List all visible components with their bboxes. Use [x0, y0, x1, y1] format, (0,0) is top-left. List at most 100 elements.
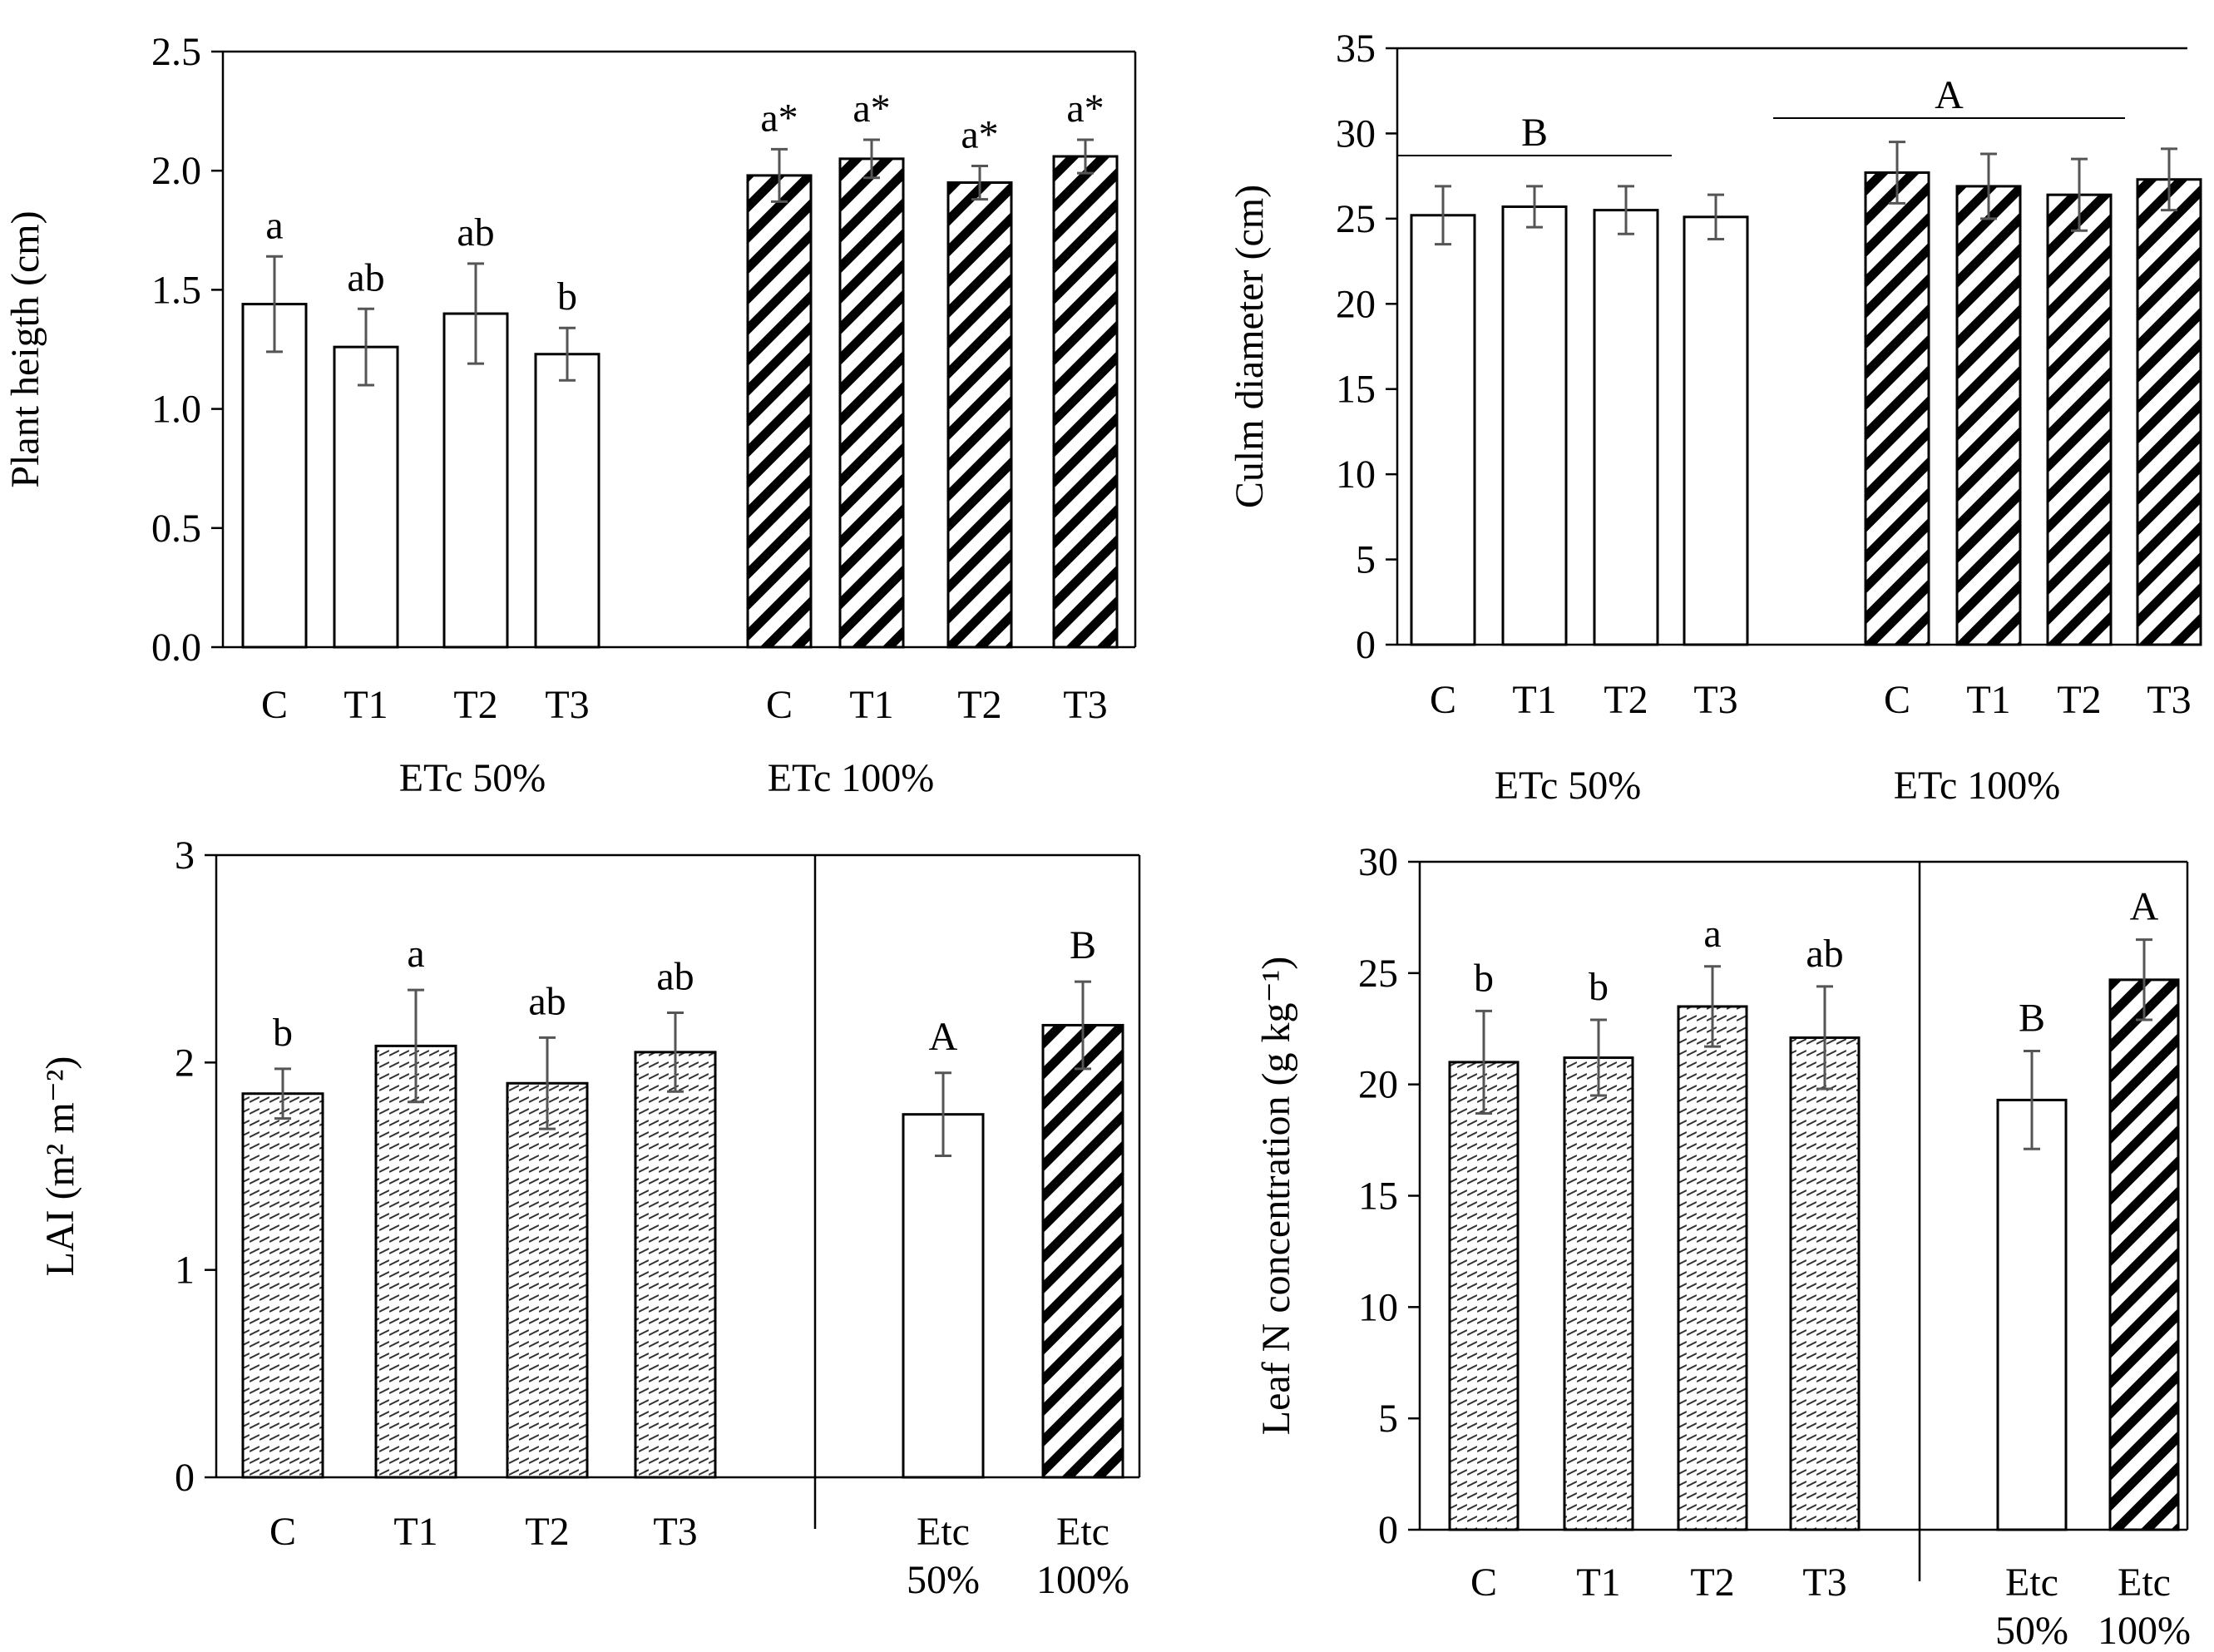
error-bar	[358, 307, 374, 387]
x-category-label: T3	[545, 683, 589, 727]
error-bar	[863, 138, 880, 180]
x-category-label: T3	[1693, 678, 1737, 722]
y-tick-label: 2.0	[151, 149, 201, 193]
x-category-label: Etc 100%	[1036, 1510, 1129, 1602]
error-bar	[935, 1071, 951, 1158]
bar	[1041, 1023, 1124, 1479]
significance-letter: b	[273, 1011, 293, 1055]
y-tick-label: 35	[1336, 27, 1376, 71]
error-bar	[539, 1036, 556, 1130]
bar	[2136, 178, 2202, 646]
y-tick-label: 10	[1336, 453, 1376, 497]
group-bracket-letter: A	[1935, 73, 1964, 117]
y-tick-label: 2	[175, 1041, 195, 1085]
error-bar	[2024, 1050, 2040, 1150]
y-tick-label: 3	[175, 833, 195, 878]
x-category-label: C	[269, 1510, 296, 1554]
y-tick-label: 1.0	[151, 388, 201, 432]
bar	[1789, 1036, 1861, 1531]
significance-letter: b	[1589, 965, 1609, 1009]
significance-letter: ab	[656, 954, 694, 998]
y-tick-label: 25	[1336, 197, 1376, 241]
significance-letter: B	[1070, 923, 1096, 967]
chart-panel-2: 0 5 10 15 20 25 30 35 Culm diameter (cm) C T1 T2 T3 C…	[1228, 27, 2202, 808]
bar	[1448, 1061, 1520, 1531]
y-tick-label: 20	[1336, 282, 1376, 326]
significance-letter: B	[2019, 997, 2045, 1041]
x-category-label: T1	[343, 683, 388, 727]
bar	[902, 1113, 985, 1479]
x-category-label: T2	[957, 683, 1001, 727]
x-category-label: T2	[1690, 1560, 1734, 1605]
chart-panel-3: 0 1 2 3 LAI (m² m⁻²) b Ca T1 ab T2 ab T3 A Etc 50% B Etc…	[38, 833, 1141, 1602]
error-bar	[1889, 141, 1905, 205]
bar	[506, 1081, 589, 1479]
bar	[333, 345, 399, 649]
x-category-label: T3	[1063, 683, 1107, 727]
y-tick-label: 10	[1358, 1285, 1398, 1329]
x-category-label: Etc 50%	[907, 1510, 980, 1602]
x-category-label: T1	[1966, 678, 2010, 722]
bar	[1052, 155, 1119, 649]
error-bar	[274, 1067, 291, 1120]
y-tick-label: 1.5	[151, 268, 201, 312]
x-category-label: T2	[453, 683, 497, 727]
error-bar	[1816, 985, 1833, 1091]
x-category-label: T1	[1512, 678, 1556, 722]
y-tick-label: 5	[1378, 1397, 1398, 1441]
significance-letter: a	[1703, 912, 1721, 956]
error-bar	[1704, 965, 1721, 1048]
error-bar	[1980, 152, 1997, 220]
significance-letter: a	[265, 203, 283, 247]
x-category-label: T1	[1576, 1560, 1620, 1605]
y-tick-label: 5	[1356, 538, 1376, 582]
y-axis-label: LAI (m² m⁻²)	[38, 1056, 82, 1277]
y-tick-label: 15	[1336, 368, 1376, 412]
significance-letter: a*	[760, 96, 798, 140]
x-category-label: T2	[1604, 678, 1648, 722]
error-bar	[559, 326, 576, 382]
error-bar	[1077, 138, 1094, 175]
error-bar	[467, 262, 484, 365]
significance-letter: a*	[1066, 87, 1104, 131]
bar	[1683, 215, 1749, 646]
error-bar	[2161, 147, 2177, 212]
bar	[2108, 978, 2180, 1531]
x-category-label: Etc 100%	[2098, 1560, 2191, 1652]
y-tick-label: 1	[175, 1249, 195, 1293]
x-category-label: T3	[2147, 678, 2191, 722]
y-tick-label: 2.5	[151, 30, 201, 74]
error-bar	[667, 1011, 684, 1093]
group-label: ETc 50%	[1495, 764, 1642, 808]
bar	[1410, 214, 1476, 646]
y-tick-label: 30	[1336, 111, 1376, 156]
y-tick-label: 0.5	[151, 507, 201, 551]
error-bar	[1618, 185, 1634, 235]
error-bar	[1590, 1018, 1607, 1097]
y-tick-label: 15	[1358, 1175, 1398, 1219]
significance-letter: b	[557, 275, 577, 319]
group-bracket: B	[1397, 111, 1672, 157]
y-tick-label: 0	[175, 1456, 195, 1500]
bar	[534, 353, 600, 649]
x-category-label: T2	[2057, 678, 2101, 722]
significance-letter: ab	[457, 210, 494, 255]
significance-letter: ab	[347, 255, 384, 299]
significance-letter: A	[929, 1015, 958, 1059]
error-bar	[2136, 938, 2152, 1021]
bar	[442, 312, 509, 649]
y-axis-label: Plant heigth (cm)	[3, 210, 47, 487]
group-label: ETc 100%	[1894, 764, 2061, 808]
error-bar	[2071, 157, 2088, 232]
significance-letter: b	[1474, 956, 1494, 1000]
bar	[2046, 193, 2113, 646]
significance-letter: ab	[528, 979, 566, 1023]
error-bar	[1526, 185, 1543, 229]
significance-letter: a*	[852, 87, 890, 131]
bar	[1593, 209, 1659, 646]
error-bar	[1475, 1009, 1492, 1115]
chart-panel-4: 0 5 10 15 20 25 30 Leaf N concentration (g kg⁻¹…	[1254, 840, 2191, 1652]
y-tick-label: 0.0	[151, 626, 201, 670]
bar	[1996, 1098, 2068, 1531]
